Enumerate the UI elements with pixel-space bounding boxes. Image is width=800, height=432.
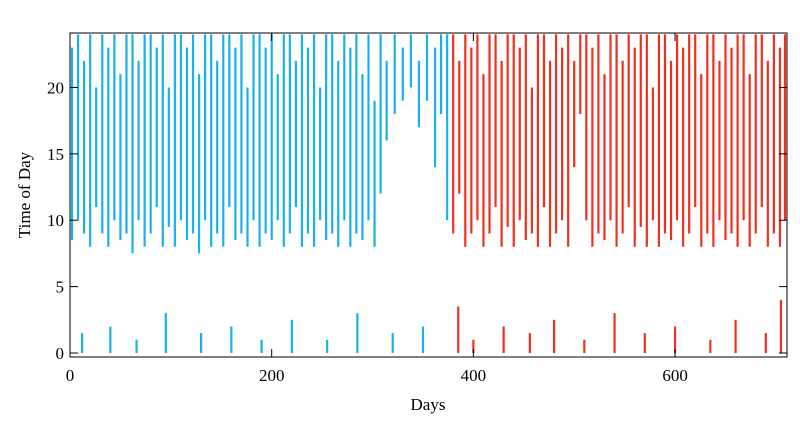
y-axis-label: Time of Day xyxy=(15,151,34,238)
y-tick-label: 20 xyxy=(47,78,64,97)
y-tick-label: 5 xyxy=(56,278,65,297)
y-tick-label: 10 xyxy=(47,211,64,230)
x-tick-label: 0 xyxy=(66,366,75,385)
y-tick-label: 0 xyxy=(56,344,65,363)
x-tick-label: 200 xyxy=(259,366,285,385)
x-tick-label: 600 xyxy=(662,366,688,385)
y-tick-label: 15 xyxy=(47,145,64,164)
x-axis-label: Days xyxy=(411,395,446,414)
x-tick-label: 400 xyxy=(461,366,487,385)
plot-frame xyxy=(69,32,788,358)
